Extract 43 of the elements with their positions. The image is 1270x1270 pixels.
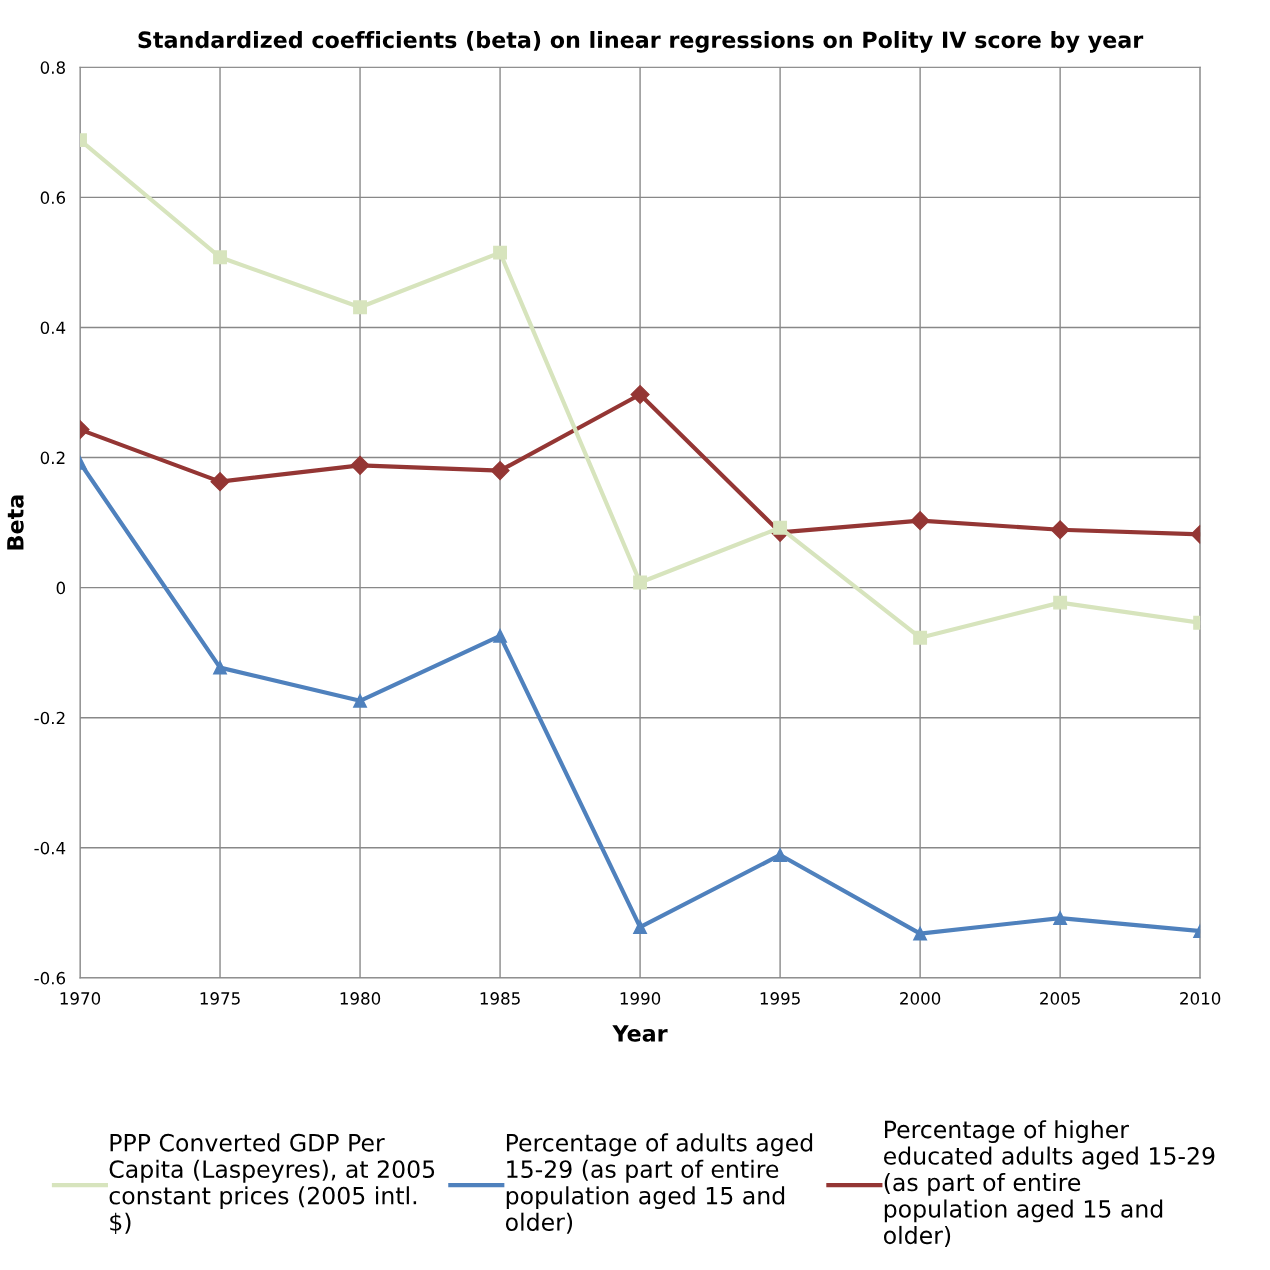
y-tick-label: 0.4: [40, 321, 66, 335]
x-tick-label: 1975: [200, 992, 240, 1005]
point: [630, 384, 650, 405]
y-axis-title: Beta: [7, 495, 24, 550]
point: [1053, 595, 1068, 610]
point: [1050, 520, 1070, 540]
point: [913, 926, 928, 941]
x-tick-label: 2010: [1180, 992, 1221, 1005]
point: [493, 245, 508, 260]
x-tick-label: 1970: [60, 992, 101, 1005]
point: [350, 455, 370, 475]
x-tick-label: 2000: [900, 992, 941, 1005]
legend-label: PPP Converted GDP Per Capita (Laspeyres), at 2005 constant prices (2005 intl. $): [109, 1133, 435, 1235]
point: [773, 848, 788, 862]
point: [633, 920, 648, 935]
point: [213, 660, 227, 675]
point: [913, 630, 928, 645]
x-tick-label: 1990: [620, 992, 661, 1005]
point: [493, 628, 508, 643]
point: [1053, 911, 1068, 926]
y-tick-label: 0.2: [40, 451, 65, 465]
point: [490, 461, 510, 481]
point: [633, 575, 648, 590]
y-tick-label: -0.2: [34, 711, 65, 725]
y-tick-label: -0.6: [34, 971, 66, 985]
chart-title: Standardized coefficients (beta) on linear regressions on Polity IV score by year: [138, 30, 1144, 53]
x-axis-title: Year: [612, 1025, 668, 1042]
point: [773, 520, 788, 535]
point: [353, 693, 367, 708]
point: [353, 300, 367, 315]
legend-label: Percentage of higher educated adults aged 15-29 (as part of entire population aged 15 and older): [884, 1120, 1215, 1247]
x-tick-label: 1980: [340, 992, 381, 1005]
x-tick-label: 2005: [1040, 992, 1080, 1005]
point: [213, 250, 227, 265]
y-tick-label: -0.4: [34, 841, 66, 855]
y-tick-label: 0.6: [40, 191, 66, 204]
point: [210, 472, 230, 492]
y-tick-label: 0.8: [40, 61, 65, 74]
x-tick-label: 1985: [480, 992, 520, 1005]
x-tick-label: 1995: [760, 992, 800, 1005]
y-tick-label: 0: [56, 581, 66, 595]
legend-label: Percentage of adults aged 15-29 (as part of entire population aged 15 and older): [505, 1133, 813, 1234]
point: [910, 511, 930, 531]
